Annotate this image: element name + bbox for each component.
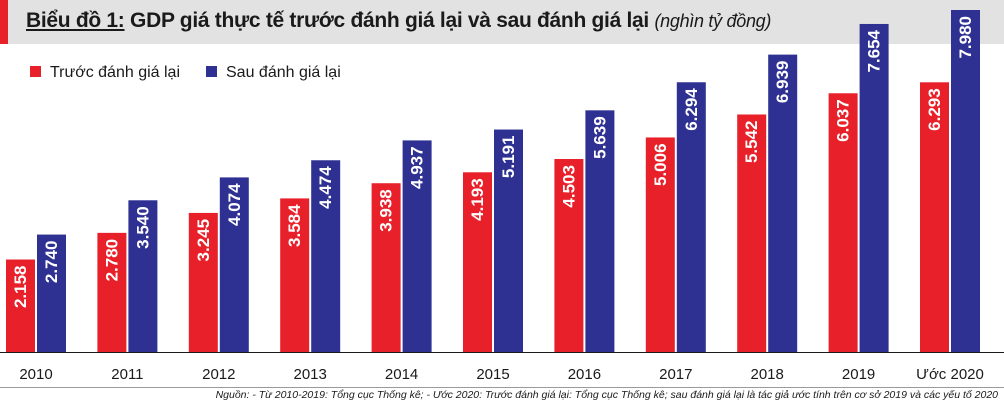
bar-label-after-9: 7.654 bbox=[865, 29, 884, 72]
x-tick-label-4: 2014 bbox=[385, 366, 418, 383]
bar-before-4 bbox=[371, 183, 401, 352]
bar-label-before-6: 4.503 bbox=[559, 165, 578, 208]
bar-after-2 bbox=[219, 177, 249, 352]
bar-label-before-9: 6.037 bbox=[834, 99, 853, 142]
legend-label-after: Sau đánh giá lại bbox=[226, 64, 341, 81]
x-tick-label-9: 2019 bbox=[842, 366, 875, 383]
bar-before-8 bbox=[737, 114, 767, 352]
chart-title: Biểu đồ 1: GDP giá thực tế trước đánh gi… bbox=[26, 9, 771, 33]
bar-before-1 bbox=[97, 232, 127, 352]
bar-before-2 bbox=[188, 212, 218, 352]
bar-after-7 bbox=[676, 82, 706, 352]
bar-label-after-4: 4.937 bbox=[408, 146, 427, 189]
title-accent-bar bbox=[0, 0, 8, 44]
legend-swatch-after bbox=[206, 66, 217, 77]
title-bar bbox=[0, 0, 1004, 44]
x-tick-label-10: Ước 2020 bbox=[916, 366, 984, 383]
bar-label-after-5: 5.191 bbox=[499, 136, 518, 179]
bar-label-after-1: 3.540 bbox=[133, 206, 152, 249]
bar-label-before-8: 5.542 bbox=[742, 120, 761, 163]
bar-after-6 bbox=[585, 110, 615, 352]
chart-title-unit: (nghìn tỷ đồng) bbox=[654, 11, 772, 31]
bar-label-before-10: 6.293 bbox=[925, 88, 944, 131]
bar-after-0 bbox=[37, 234, 66, 352]
x-tick-label-1: 2011 bbox=[111, 366, 143, 383]
bar-after-8 bbox=[768, 54, 798, 352]
bar-before-10 bbox=[920, 82, 949, 353]
x-tick-label-0: 2010 bbox=[19, 366, 52, 383]
bar-label-after-0: 2.740 bbox=[42, 241, 61, 284]
bar-label-before-7: 5.006 bbox=[651, 143, 670, 186]
bar-before-3 bbox=[280, 198, 310, 352]
bar-before-5 bbox=[463, 172, 492, 352]
x-tick-label-2: 2012 bbox=[202, 366, 235, 383]
legend-label-before: Trước đánh giá lại bbox=[50, 64, 180, 81]
bar-label-before-1: 2.780 bbox=[102, 239, 121, 282]
bar-before-0 bbox=[6, 259, 35, 352]
bar-after-9 bbox=[859, 23, 889, 352]
bar-label-after-6: 5.639 bbox=[590, 116, 609, 159]
x-tick-label-3: 2013 bbox=[294, 366, 327, 383]
bar-after-1 bbox=[128, 200, 158, 352]
bar-label-after-10: 7.980 bbox=[956, 16, 975, 59]
bar-label-before-0: 2.158 bbox=[11, 266, 30, 309]
bar-label-after-8: 6.939 bbox=[773, 61, 792, 104]
x-tick-label-5: 2015 bbox=[476, 366, 509, 383]
legend-swatch-before bbox=[30, 66, 41, 77]
bar-label-before-2: 3.245 bbox=[194, 219, 213, 262]
x-tick-label-7: 2017 bbox=[659, 366, 692, 383]
bar-after-4 bbox=[402, 140, 432, 352]
bar-label-before-3: 3.584 bbox=[285, 204, 304, 247]
bar-label-after-2: 4.074 bbox=[225, 183, 244, 226]
x-tick-label-8: 2018 bbox=[751, 366, 784, 383]
bar-label-before-4: 3.938 bbox=[377, 189, 396, 232]
bar-before-6 bbox=[554, 159, 584, 352]
x-tick-label-6: 2016 bbox=[568, 366, 601, 383]
chart-title-main: GDP giá thực tế trước đánh giá lại và sa… bbox=[124, 9, 655, 32]
chart-title-lead: Biểu đồ 1: bbox=[26, 9, 125, 32]
bar-after-3 bbox=[311, 160, 341, 352]
bar-label-after-3: 4.474 bbox=[316, 166, 335, 209]
source-note: Nguồn: - Từ 2010-2019: Tổng cục Thống kê… bbox=[215, 389, 998, 401]
bar-before-7 bbox=[645, 137, 675, 352]
bar-after-10 bbox=[951, 10, 980, 352]
bar-after-5 bbox=[494, 129, 523, 352]
bar-label-before-5: 4.193 bbox=[468, 178, 487, 221]
bar-label-after-7: 6.294 bbox=[682, 88, 701, 131]
bar-before-9 bbox=[828, 93, 858, 353]
